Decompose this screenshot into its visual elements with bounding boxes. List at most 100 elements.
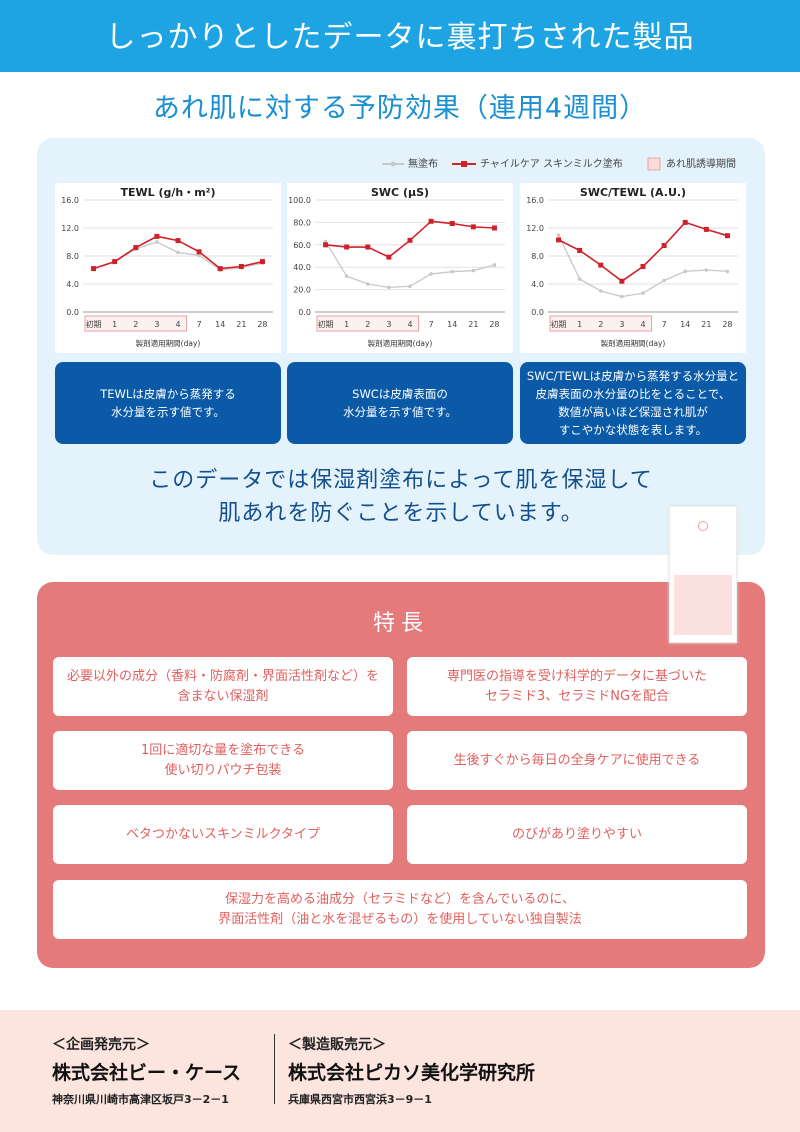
y-tick-label: 0.0 [66, 308, 79, 317]
data-point [682, 219, 688, 225]
data-point [344, 244, 350, 250]
data-point [641, 291, 645, 295]
chart-title: TEWL (g/h・m²) [120, 186, 215, 199]
data-point [470, 224, 476, 230]
data-point [133, 245, 139, 251]
conclusion: このデータでは保湿剤塗布によって肌を保湿して 肌あれを防ぐことを示しています。 [37, 464, 765, 530]
feature-line: のびがあり塗りやすい [511, 826, 642, 842]
section-title: あれ肌に対する予防効果（連用4週間） [152, 93, 648, 124]
data-point [704, 268, 709, 272]
legend-marker [390, 161, 396, 167]
x-tick-label: 7 [197, 320, 202, 329]
data-point [196, 249, 202, 255]
footer-company: 株式会社ピカソ美化学研究所 [288, 1062, 536, 1084]
x-tick-label: 3 [386, 320, 391, 329]
features-title: 特長 [372, 611, 429, 636]
induction-period [84, 315, 188, 332]
feature-box: 必要以外の成分（香料・防腐剤・界面活性剤など）を 含まない保湿剤 [53, 657, 393, 716]
footer-address: 兵庫県西宮市西宮浜3－9－1 [288, 1093, 432, 1106]
x-tick-label: 2 [598, 320, 603, 329]
y-tick-label: 0.0 [531, 308, 544, 317]
data-point [661, 243, 667, 248]
x-tick-label: 4 [175, 320, 180, 329]
feature-box: 生後すぐから毎日の全身ケアに使用できる [407, 731, 747, 790]
feature-line: ベタつかないスキンミルクタイプ [125, 826, 321, 842]
y-tick-label: 4.0 [66, 280, 79, 289]
data-point [365, 244, 371, 250]
data-point [449, 221, 455, 227]
x-tick-label: 3 [154, 320, 159, 329]
x-tick-label: 2 [133, 320, 138, 329]
y-tick-label: 60.0 [293, 241, 311, 250]
data-point [703, 226, 709, 232]
x-tick-label: 14 [215, 320, 225, 329]
y-tick-label: 12.0 [61, 224, 79, 233]
x-tick-label: 1 [344, 320, 349, 329]
x-tick-label: 28 [257, 320, 267, 329]
info-box: SWC/TEWLは皮膚から蒸発する水分量と 皮膚表面の水分量の比をとることで、 数値… [520, 362, 746, 444]
legend-swatch [647, 157, 661, 171]
data-point [408, 284, 412, 289]
info-line: SWCは皮膚表面の [352, 387, 448, 401]
x-tick-label: 28 [489, 320, 499, 329]
feature-line: 保湿力を高める油成分（セラミドなど）を含んでいるのに、 [225, 891, 575, 907]
x-axis-label: 製剤適用期間(day) [601, 338, 666, 348]
chart-title: SWC (μS) [371, 186, 429, 199]
x-axis-label: 製剤適用期間(day) [136, 338, 201, 348]
x-tick-label: 21 [236, 320, 246, 329]
y-tick-label: 12.0 [526, 224, 544, 233]
data-point [386, 254, 392, 260]
feature-box: 専門医の指導を受け科学的データに基づいた セラミド3、セラミドNGを配合 [407, 657, 747, 716]
info-line: 水分量を示す値です。 [111, 405, 225, 419]
info-line: 水分量を示す値です。 [343, 405, 457, 419]
legend-label: チャイルケア スキンミルク塗布 [480, 157, 623, 170]
data-point [112, 259, 118, 265]
feature-box: ベタつかないスキンミルクタイプ [53, 805, 393, 864]
chart: SWC (μS) 0.0 20.0 40.0 60.0 80.0 100.0 初期 1 2 3 4 7 1… [287, 183, 513, 353]
data-point [428, 218, 434, 224]
x-axis-label: 製剤適用期間(day) [368, 338, 433, 348]
chart: SWC/TEWL (A.U.) 0.0 4.0 8.0 12.0 16.0 初期 1 2 3 4 7 1… [520, 183, 746, 353]
y-tick-label: 8.0 [66, 252, 79, 261]
conclusion-line: 肌あれを防ぐことを示しています。 [218, 501, 584, 526]
data-point [450, 269, 455, 274]
x-tick-label: 1 [112, 320, 117, 329]
data-point [577, 247, 583, 253]
induction-period [549, 315, 653, 332]
x-tick-label: 21 [468, 320, 478, 329]
x-tick-label: 14 [680, 320, 690, 329]
info-line: すこやかな状態を表します。 [558, 423, 708, 437]
x-tick-label: 7 [662, 320, 667, 329]
x-tick-label: 初期 [551, 319, 567, 329]
data-point [176, 250, 180, 255]
header: しっかりとしたデータに裏打ちされた製品 [0, 0, 800, 72]
data-point [471, 268, 476, 273]
x-tick-label: 2 [365, 320, 370, 329]
chart-title: SWC/TEWL (A.U.) [580, 186, 686, 199]
chart-svg: TEWL (g/h・m²) 0.0 4.0 8.0 12.0 16.0 初期 1 2 3 4 7 14 2… [61, 186, 273, 348]
data-point [217, 266, 223, 272]
y-tick-label: 20.0 [293, 286, 311, 295]
data-point [429, 272, 433, 276]
footer-label: ＜製造販売元＞ [288, 1037, 386, 1053]
data-point [619, 278, 625, 284]
footer-company: 株式会社ビー・ケース [52, 1062, 242, 1084]
info-line: TEWLは皮膚から蒸発する [100, 387, 236, 401]
chart: TEWL (g/h・m²) 0.0 4.0 8.0 12.0 16.0 初期 1 2 3 4 7 14 2… [55, 183, 281, 353]
y-tick-label: 8.0 [531, 252, 544, 261]
info-line: 数値が高いほど保湿され肌が [558, 405, 708, 419]
series-line [558, 221, 728, 283]
y-tick-label: 100.0 [288, 196, 311, 205]
feature-line: 1回に適切な量を塗布できる [140, 742, 305, 758]
info-line: 皮膚表面の水分量の比をとることで、 [535, 387, 731, 401]
legend-label: 無塗布 [408, 157, 438, 170]
y-tick-label: 40.0 [293, 263, 311, 272]
info-box: SWCは皮膚表面の 水分量を示す値です。 [287, 362, 513, 444]
legend-marker [461, 161, 467, 167]
x-tick-label: 4 [407, 320, 412, 329]
data-point [683, 269, 688, 274]
feature-line: 含まない保湿剤 [177, 688, 269, 704]
footer: ＜企画発売元＞ 株式会社ビー・ケース 神奈川県川崎市高津区坂戸3－2－1 ＜製造… [0, 1010, 800, 1132]
data-point [387, 285, 391, 290]
data-point [598, 289, 603, 293]
